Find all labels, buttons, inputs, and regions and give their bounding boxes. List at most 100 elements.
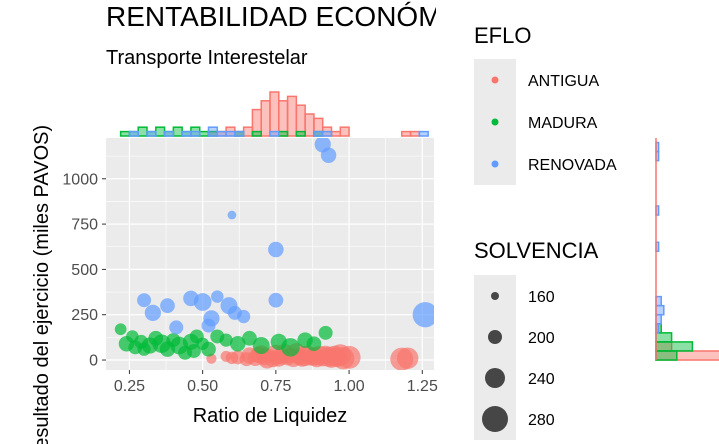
data-point-madura [281,338,300,357]
hist-bar-renovada [163,130,175,137]
size-legend-label: 160 [528,289,555,306]
hist-bar-antigua [339,126,350,137]
size-legend-circle [491,292,499,300]
y-tick-label: 750 [71,217,98,234]
hist-bar-madura [295,130,306,137]
x-tick-label: 0.50 [187,378,218,395]
y-tick-label: 0 [89,353,98,370]
hist-bar-madura [155,126,166,137]
hist-bar-renovada [321,130,333,137]
hist-bar-antigua [401,130,412,137]
data-point-renovada [193,293,212,311]
data-point-madura [242,330,257,346]
top-marginal-histogram [119,91,429,137]
legend-swatch-antigua [491,76,499,84]
chart-subtitle: Transporte Interestelar [106,47,308,69]
size-legend: SOLVENCIA 160 200 240 280 [474,238,599,440]
size-legend-title: SOLVENCIA [474,238,599,263]
hist-bar-madura [119,130,131,137]
data-point-madura [306,336,322,352]
y-tick-label: 500 [71,262,98,279]
hist-bar-madura [251,130,262,137]
hist-bar-madura [198,130,210,137]
hist-bar-antigua [260,100,271,137]
y-axis-label: Resultado del ejercicio (miles PAVOS) [31,125,53,444]
legend-swatch-madura [491,118,499,126]
data-point-renovada [412,302,434,328]
data-point-madura [128,340,143,355]
legend-label-renovada: RENOVADA [528,157,617,174]
data-point-madura [230,335,246,352]
data-point-renovada [268,292,284,308]
size-legend-circle [485,368,505,388]
data-point-renovada [201,318,216,333]
data-point-renovada [169,320,184,335]
x-tick-label: 1.00 [334,378,365,395]
hist-bar-renovada [225,130,236,137]
plot-points [114,138,434,370]
hist-bar-renovada [146,130,157,137]
hist-bar-renovada [655,304,665,316]
data-point-renovada [160,298,175,314]
hist-bar-renovada [190,130,201,137]
hist-bar-renovada [234,130,245,137]
x-tick-label: 0.25 [114,378,145,395]
hist-bar-antigua [242,126,254,137]
hist-bar-antigua [278,100,289,137]
data-point-madura [201,341,216,357]
hist-bar-renovada [655,313,662,325]
hist-bar-renovada [216,130,227,137]
data-point-madura [252,337,270,355]
hist-bar-renovada [128,130,139,137]
x-tick-label: 1.25 [407,378,438,395]
hist-bar-renovada [181,130,192,137]
chart-title: RENTABILIDAD ECONÓMICA [106,1,489,32]
data-point-antigua [337,345,361,369]
hist-bar-madura [137,126,148,137]
size-legend-label: 280 [528,412,555,429]
y-tick-label: 250 [71,307,98,324]
color-legend: EFLO ANTIGUA MADURA RENOVADA [474,23,617,185]
data-point-madura [114,323,127,336]
color-legend-title: EFLO [474,23,531,48]
size-legend-label: 200 [528,330,555,347]
x-axis: 0.25 0.50 0.75 1.00 1.25 Ratio de Liquidez [114,370,438,427]
data-point-madura [219,333,233,347]
size-legend-circle [482,406,508,432]
hist-bar-madura [655,350,678,361]
data-point-renovada [320,147,337,163]
x-axis-label: Ratio de Liquidez [193,405,348,427]
y-axis: 0 250 500 750 1000 Resultado del ejercicio (m… [31,125,106,444]
hist-bar-madura [655,332,673,343]
data-point-renovada [227,210,237,220]
hist-bar-antigua [286,95,298,137]
hist-bar-antigua [269,91,280,137]
legend-swatch-renovada [491,160,499,168]
hist-bar-renovada [313,130,324,137]
hist-bar-renovada [418,130,429,137]
legend-label-madura: MADURA [528,115,598,132]
chart-titles: RENTABILIDAD ECONÓMICA Transporte Interes… [106,1,489,69]
legend-label-antigua: ANTIGUA [528,73,599,90]
data-point-renovada [137,293,152,308]
size-legend-circle [488,330,502,344]
size-legend-label: 240 [528,371,555,388]
data-point-madura [186,343,201,358]
data-point-antigua [239,352,254,367]
hist-bar-madura [655,341,694,352]
hist-bar-antigua [304,113,315,137]
data-point-renovada [268,241,284,258]
hist-bar-antigua [409,130,421,137]
hist-bar-madura [278,130,289,137]
x-tick-label: 0.75 [260,378,291,395]
right-marginal-histogram [655,138,719,361]
y-tick-label: 1000 [62,171,98,188]
hist-bar-renovada [207,126,219,137]
hist-bar-madura [172,126,183,137]
title-group: RENTABILIDAD ECONÓMICA [106,1,489,32]
data-point-antigua [396,347,419,369]
data-point-renovada [144,304,161,322]
data-point-madura [318,325,333,340]
